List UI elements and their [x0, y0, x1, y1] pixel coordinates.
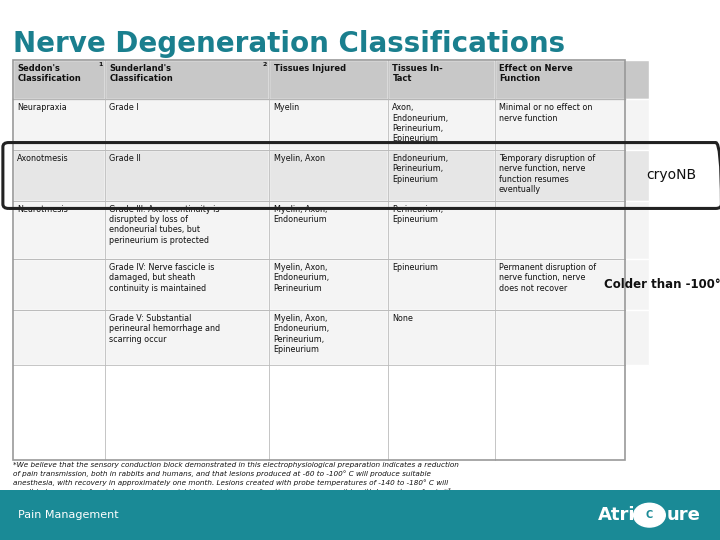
Text: Perineurium,
Epineurium: Perineurium, Epineurium [392, 205, 444, 224]
Bar [388, 60, 495, 99]
Bar [269, 150, 388, 201]
Bar [13, 150, 105, 201]
Bar [0, 490, 720, 540]
Bar [388, 310, 495, 365]
Text: Sunderland's
Classification: Sunderland's Classification [109, 64, 174, 83]
Text: Axon,
Endoneurium,
Perineurium,
Epineurium: Axon, Endoneurium, Perineurium, Epineuri… [392, 103, 449, 143]
Text: Colder than -100° C³: Colder than -100° C³ [605, 278, 720, 291]
Text: Myelin: Myelin [274, 103, 300, 112]
Text: 1: 1 [98, 62, 102, 67]
Text: Grade III: Axon continuity is
disrupted by loss of
endoneurial tubes, but
perine: Grade III: Axon continuity is disrupted … [109, 205, 220, 245]
Bar [13, 201, 105, 259]
Text: Minimal or no effect on
nerve function: Minimal or no effect on nerve function [499, 103, 593, 123]
Text: Tissues Injured: Tissues Injured [274, 64, 346, 73]
Text: Seddon's
Classification: Seddon's Classification [17, 64, 81, 83]
Bar [269, 99, 388, 150]
Text: Permanent disruption of
nerve function, nerve
does not recover: Permanent disruption of nerve function, … [499, 263, 596, 293]
Text: cryoNB: cryoNB [647, 168, 697, 183]
Text: Atri: Atri [598, 506, 635, 524]
Bar [13, 60, 105, 99]
Text: Effect on Nerve
Function: Effect on Nerve Function [499, 64, 572, 83]
Bar [495, 99, 649, 150]
Text: Myelin, Axon,
Endoneurium,
Perineurium,
Epineurium: Myelin, Axon, Endoneurium, Perineurium, … [274, 314, 330, 354]
Bar [495, 310, 649, 365]
Text: C: C [646, 510, 653, 520]
Bar [388, 99, 495, 150]
Text: Epineurium: Epineurium [392, 263, 438, 272]
Text: *We believe that the sensory conduction block demonstrated in this electrophysio: *We believe that the sensory conduction … [13, 462, 459, 495]
Bar [105, 99, 269, 150]
Bar [105, 310, 269, 365]
Text: ure: ure [667, 506, 701, 524]
Bar [269, 259, 388, 310]
Text: Grade V: Substantial
perineural hemorrhage and
scarring occur: Grade V: Substantial perineural hemorrha… [109, 314, 220, 343]
Text: Endoneurium,
Perineurium,
Epineurium: Endoneurium, Perineurium, Epineurium [392, 154, 449, 184]
Text: Myelin, Axon,
Endoneurium,
Perineurium: Myelin, Axon, Endoneurium, Perineurium [274, 263, 330, 293]
Bar [105, 201, 269, 259]
Text: Grade I: Grade I [109, 103, 139, 112]
Text: Myelin, Axon: Myelin, Axon [274, 154, 325, 163]
Text: None: None [392, 314, 413, 323]
Text: Axonotmesis: Axonotmesis [17, 154, 69, 163]
Circle shape [634, 503, 665, 527]
Text: Myelin, Axon,
Endoneurium: Myelin, Axon, Endoneurium [274, 205, 328, 224]
Bar [105, 150, 269, 201]
Text: Neurapraxia: Neurapraxia [17, 103, 67, 112]
Bar [105, 60, 269, 99]
Bar [13, 259, 105, 310]
Bar [269, 201, 388, 259]
Text: 2: 2 [262, 62, 266, 67]
Text: Tissues In-
Tact: Tissues In- Tact [392, 64, 443, 83]
Bar [269, 60, 388, 99]
Bar [13, 60, 625, 460]
Text: Grade II: Grade II [109, 154, 141, 163]
Bar [388, 259, 495, 310]
Bar [105, 259, 269, 310]
Bar [269, 310, 388, 365]
Text: Pain Management: Pain Management [18, 510, 119, 520]
Bar [495, 150, 649, 201]
Text: Grade IV: Nerve fascicle is
damaged, but sheath
continuity is maintained: Grade IV: Nerve fascicle is damaged, but… [109, 263, 215, 293]
Bar [495, 60, 649, 99]
Text: Nerve Degeneration Classifications: Nerve Degeneration Classifications [13, 30, 565, 58]
Bar [495, 259, 649, 310]
Bar [13, 99, 105, 150]
Bar [388, 150, 495, 201]
Text: Neurotmesis: Neurotmesis [17, 205, 68, 214]
Bar [495, 201, 649, 259]
Bar [13, 310, 105, 365]
Bar [388, 201, 495, 259]
Text: Temporary disruption of
nerve function, nerve
function resumes
eventually: Temporary disruption of nerve function, … [499, 154, 595, 194]
